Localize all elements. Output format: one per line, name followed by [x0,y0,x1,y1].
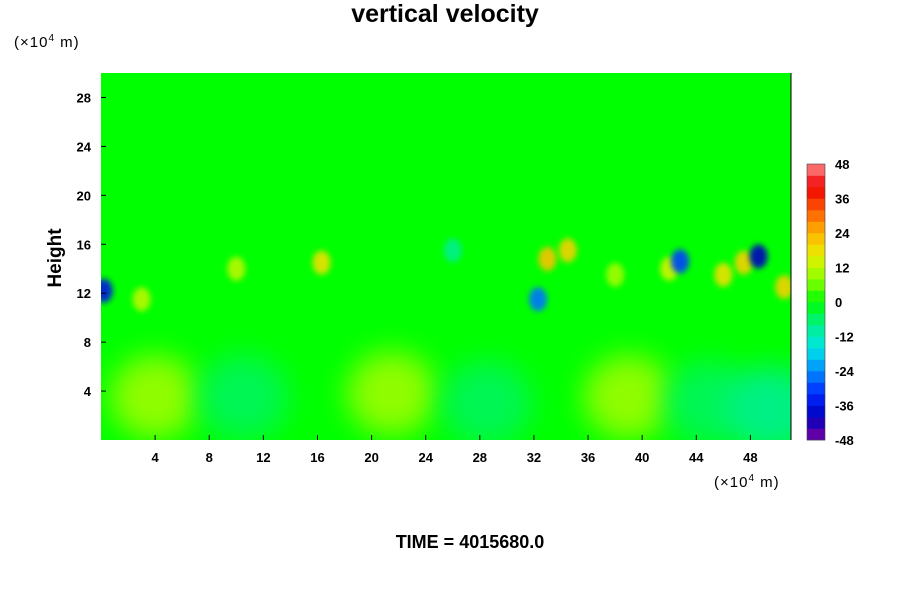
y-tick-label: 12 [77,286,91,301]
colorbar-swatch [807,371,825,383]
colorbar-swatch [807,267,825,280]
field-feature [441,361,532,440]
field-feature [346,351,437,436]
colorbar-tick-label: -48 [835,433,854,448]
colorbar-swatch [807,394,825,406]
field-feature [443,238,462,263]
x-tick-label: 4 [152,450,160,465]
colorbar-tick-label: -12 [835,330,854,345]
field-feature [132,287,151,312]
field-feature [538,246,557,271]
colorbar-swatch [807,233,825,245]
colorbar-swatch [807,290,825,303]
y-tick-label: 20 [77,188,91,203]
time-label: TIME = 4015680.0 [395,532,545,552]
colorbar-swatch [807,348,825,360]
x-tick-label: 28 [473,450,487,465]
field-feature [101,278,113,303]
colorbar-tick-label: 24 [835,226,850,241]
field-feature [227,256,246,281]
colorbar-swatch [807,313,825,326]
colorbar-swatch [807,382,825,395]
colorbar-swatch [807,359,825,372]
field-feature [749,244,768,269]
colorbar-tick-label: 12 [835,261,849,276]
colorbar-swatch [807,428,825,441]
x-tick-label: 24 [418,450,433,465]
field-feature [775,275,791,300]
y-tick-label: 28 [77,90,91,105]
colorbar-swatch [807,417,825,429]
colorbar-border [806,163,826,441]
x-tick-label: 40 [635,450,649,465]
colorbar-tick-label: -24 [835,364,855,379]
colorbar-tick-label: 0 [835,295,842,310]
x-tick-label: 8 [206,450,213,465]
y-tick-label: 4 [84,384,92,399]
plot-area [101,73,791,440]
colorbar-swatch [807,325,825,337]
colorbar-swatch [807,198,825,211]
y-tick-label: 24 [77,139,92,154]
x-tick-label: 32 [527,450,541,465]
colorbar-swatch [807,221,825,234]
x-tick-label: 12 [256,450,270,465]
y-tick-label: 16 [77,237,91,252]
colorbar-swatch [807,187,825,199]
colorbar-swatch [807,336,825,349]
y-axis-unit: (×104 m) [14,33,80,51]
colorbar-swatch [807,256,825,268]
field-feature [714,262,733,287]
field-feature [558,238,577,263]
colorbar-tick-label: -36 [835,399,854,414]
chart-title: vertical velocity [351,0,539,28]
colorbar-swatch [807,175,825,188]
colorbar [806,163,826,441]
x-tick-label: 44 [689,450,704,465]
colorbar-swatch [807,405,825,418]
x-tick-label: 48 [743,450,757,465]
field-feature [725,367,791,440]
field-feature [198,355,289,440]
field-feature [312,250,331,275]
colorbar-swatch [807,302,825,314]
colorbar-swatch [807,210,825,222]
x-axis-unit: (×104 m) [714,473,780,491]
field-feature [671,249,690,274]
field-feature [734,250,753,275]
colorbar-swatch [807,244,825,257]
colorbar-tick-label: 36 [835,192,849,207]
field-feature [110,355,201,440]
x-tick-label: 16 [310,450,324,465]
colorbar-swatch [807,164,825,176]
field-feature [529,287,547,312]
x-tick-label: 20 [364,450,378,465]
y-tick-label: 8 [84,335,91,350]
field-feature [583,355,674,440]
field-feature [606,262,625,287]
colorbar-swatch [807,279,825,291]
colorbar-tick-label: 48 [835,157,849,172]
x-tick-label: 36 [581,450,595,465]
